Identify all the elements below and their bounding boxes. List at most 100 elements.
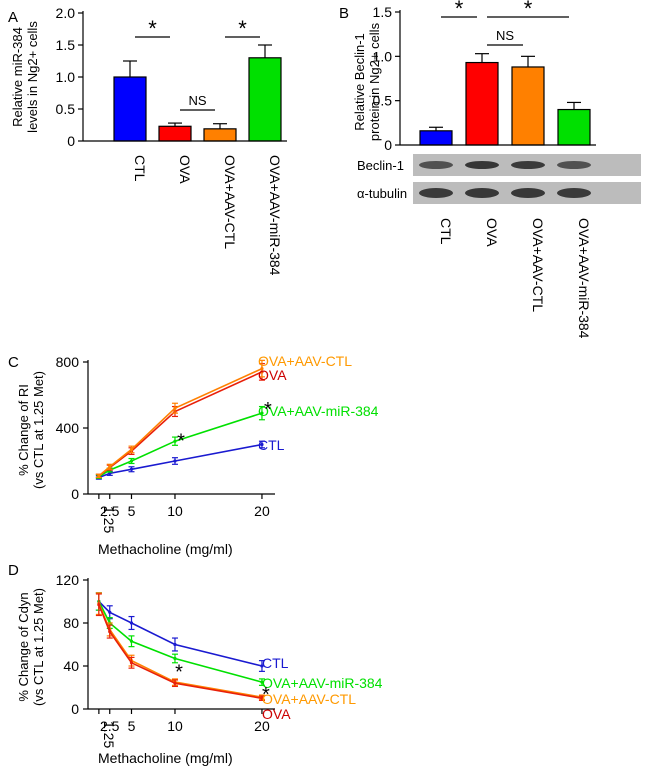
- x-tick-label: 2.5: [100, 503, 120, 519]
- significance-label: NS: [188, 93, 206, 108]
- panel-b-beclin1-bar-chart: 0 0.5 1.0 1.5 Relative Beclin-1 protein in Ng…: [352, 0, 596, 153]
- data-point: [260, 411, 264, 415]
- x-tick-label: 20: [254, 718, 270, 734]
- panel-label-d: D: [8, 562, 19, 579]
- blot-label: α-tubulin: [357, 186, 407, 201]
- category-label: OVA+AAV-miR-384: [267, 155, 283, 276]
- category-label: OVA+AAV-miR-384: [576, 218, 592, 339]
- x-tick-label: 2.5: [100, 718, 120, 734]
- beclin1-band: [557, 161, 591, 169]
- data-point: [173, 406, 177, 410]
- tubulin-band: [419, 188, 453, 198]
- tubulin-band: [511, 188, 545, 198]
- significance-label: *: [177, 431, 185, 453]
- data-point: [129, 459, 134, 463]
- bar-ova-aav-mir384: [557, 108, 591, 146]
- data-point: [173, 642, 177, 647]
- series-label: OVA+AAV-CTL: [262, 691, 356, 707]
- significance-label: *: [524, 0, 533, 21]
- data-point: [173, 681, 177, 685]
- y-tick-label: 400: [56, 420, 80, 436]
- data-point: [260, 696, 264, 700]
- series-label: OVA: [258, 367, 287, 383]
- panel-c-ri-line-chart: 0 400 800 1.252.5 5 10 20 Methacholine (mg/ml)%…: [16, 353, 379, 557]
- y-tick-label: 1.0: [373, 48, 393, 64]
- y-tick-label: 0: [71, 486, 79, 502]
- panel-d-cdyn-line-chart: 0 40 80 120 1.252.5 5 10 20 Methacholine (mg/ml)…: [16, 572, 383, 766]
- data-point: [173, 656, 177, 661]
- y-tick-label: 0: [71, 701, 79, 717]
- data-point: [260, 442, 264, 447]
- beclin1-band: [419, 161, 453, 169]
- category-label: CTL: [132, 155, 148, 182]
- x-tick-label: 5: [128, 718, 136, 734]
- y-axis-label: % Change of Cdyn: [16, 592, 31, 701]
- series-label: CTL: [262, 655, 289, 671]
- bar-ova: [158, 125, 192, 142]
- y-tick-label: 0.5: [373, 93, 393, 109]
- bar-ova-aav-ctl: [511, 66, 545, 146]
- y-axis-label: (vs CTL at 1.25 Met): [31, 371, 46, 489]
- category-label: OVA: [484, 218, 500, 247]
- y-tick-label: 0: [384, 137, 392, 153]
- significance-label: *: [148, 16, 157, 41]
- blot-label: Beclin-1: [357, 158, 404, 173]
- beclin1-band: [465, 161, 499, 169]
- panel-a-miR384-bar-chart: 0 0.5 1.0 1.5 2.0 Relative miR-384 levels in N…: [10, 5, 287, 276]
- y-tick-label: 0: [67, 133, 75, 149]
- bar-ova-aav-mir384: [248, 57, 282, 142]
- panel-label-b: B: [339, 5, 349, 22]
- data-point: [129, 621, 134, 625]
- y-tick-label: 80: [63, 615, 79, 631]
- data-point: [260, 664, 264, 668]
- bar-ova: [465, 61, 499, 146]
- x-tick-label: 10: [167, 718, 183, 734]
- y-tick-label: 2.0: [56, 5, 76, 21]
- data-point: [129, 639, 134, 643]
- category-label: CTL: [438, 218, 454, 245]
- panel-b-western-blot: Beclin-1 α-tubulin CTL OVA OVA+AAV-CTL OVA+AA…: [357, 154, 641, 339]
- bar-ctl: [113, 76, 147, 142]
- data-point: [97, 474, 101, 478]
- data-point: [173, 459, 177, 463]
- category-label: OVA+AAV-CTL: [530, 218, 546, 312]
- category-label: OVA+AAV-CTL: [222, 155, 238, 249]
- data-point: [260, 680, 264, 684]
- y-tick-label: 0.5: [56, 101, 76, 117]
- series-label: OVA+AAV-CTL: [258, 353, 352, 369]
- x-tick-label: 1.25: [101, 506, 117, 533]
- category-label: OVA: [177, 155, 193, 184]
- x-tick-label: 20: [254, 503, 270, 519]
- significance-label: *: [238, 16, 247, 41]
- data-point: [260, 367, 264, 371]
- y-axis-label: % Change of RI: [16, 384, 31, 476]
- y-tick-label: 1.5: [373, 4, 393, 20]
- data-point: [129, 661, 134, 665]
- y-tick-label: 1.5: [56, 37, 76, 53]
- significance-label: *: [264, 399, 272, 421]
- series-label: OVA+AAV-miR-384: [258, 403, 379, 419]
- significance-label: *: [175, 661, 183, 683]
- data-point: [108, 630, 112, 634]
- beclin1-band: [511, 161, 545, 169]
- y-axis-label: Relative miR-384: [10, 27, 25, 127]
- significance-label: *: [262, 684, 270, 706]
- y-tick-label: 800: [56, 354, 80, 370]
- data-point: [129, 467, 134, 471]
- bar-ctl: [419, 130, 453, 146]
- x-axis-label: Methacholine (mg/ml): [98, 750, 233, 766]
- data-point: [129, 447, 134, 452]
- data-point: [173, 439, 177, 443]
- series-label: OVA+AAV-miR-384: [262, 675, 383, 691]
- panel-label-a: A: [8, 9, 18, 26]
- tubulin-band: [557, 188, 591, 198]
- x-tick-label: 1.25: [101, 721, 117, 748]
- y-axis-label: (vs CTL at 1.25 Met): [31, 588, 46, 706]
- x-tick-label: 10: [167, 503, 183, 519]
- significance-label: *: [455, 0, 464, 21]
- significance-label: NS: [496, 28, 514, 43]
- y-axis-label: levels in Ng2+ cells: [25, 21, 40, 133]
- x-axis-label: Methacholine (mg/ml): [98, 541, 233, 557]
- y-tick-label: 120: [56, 572, 80, 588]
